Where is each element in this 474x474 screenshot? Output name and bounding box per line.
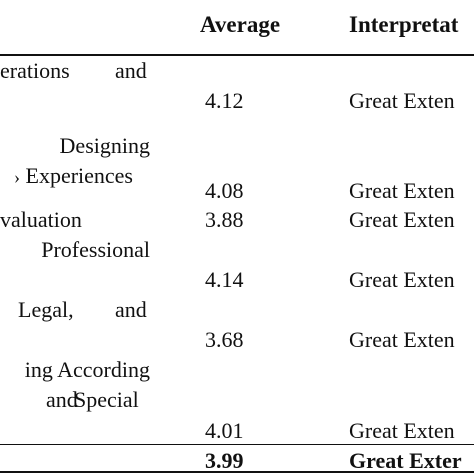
row-4-indicator-line-1: Professional	[41, 237, 150, 262]
row-6-indicator-line-2b: Special	[74, 387, 139, 412]
row-4-average: 4.14	[205, 267, 244, 292]
row-5-indicator-line-1: Legal,	[18, 297, 74, 322]
row-6-interpretation: Great Exten	[349, 418, 455, 443]
header-rule	[0, 54, 474, 56]
row-6-indicator-line-1: ing According	[24, 357, 150, 382]
row-2-indicator-line-1: Designing	[59, 133, 150, 158]
row-3-interpretation: Great Exten	[349, 207, 455, 232]
total-interpretation: Great Exter	[349, 448, 462, 473]
header-average: Average	[200, 12, 281, 37]
row-5-interpretation: Great Exten	[349, 327, 455, 352]
row-2-average: 4.08	[205, 178, 244, 203]
row-5-average: 3.68	[205, 327, 244, 352]
row-3-indicator-line-1: valuation	[0, 207, 82, 232]
row-1-indicator-line-1: erations	[0, 58, 70, 83]
row-2-interpretation: Great Exten	[349, 178, 455, 203]
row-4-interpretation: Great Exten	[349, 267, 455, 292]
row-5-indicator-line-1b: and	[115, 297, 147, 322]
row-1-average: 4.12	[205, 88, 244, 113]
row-6-indicator-line-2: and	[46, 387, 78, 412]
row-1-indicator-line-1b: and	[115, 58, 147, 83]
row-6-average: 4.01	[205, 418, 244, 443]
total-average: 3.99	[205, 448, 244, 473]
row-2-indicator-line-2: › Experiences	[14, 163, 133, 188]
row-1-interpretation: Great Exten	[349, 88, 455, 113]
total-rule-bottom	[0, 471, 474, 473]
row-3-average: 3.88	[205, 207, 244, 232]
total-rule-top	[0, 444, 474, 445]
header-interpretation: Interpretat	[349, 12, 459, 37]
